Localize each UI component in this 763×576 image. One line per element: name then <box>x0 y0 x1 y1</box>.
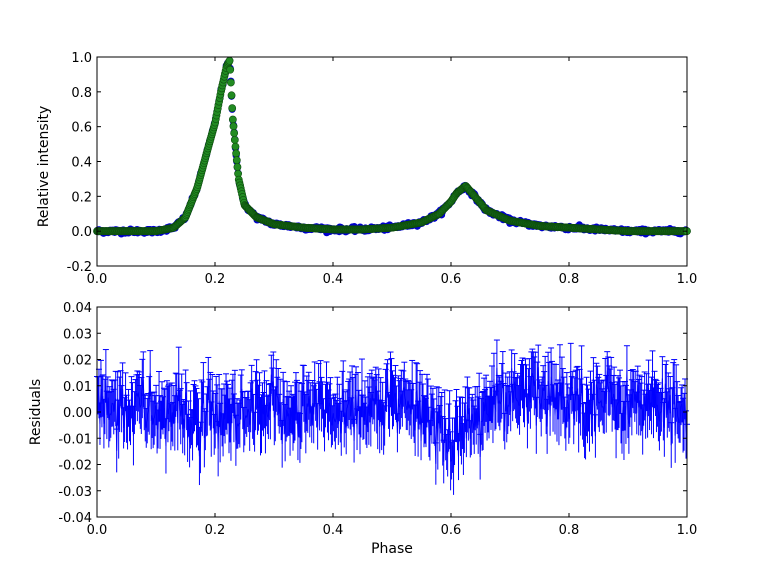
residuals-series <box>94 339 690 495</box>
intensity-series <box>93 56 691 238</box>
residuals-y-axis-label: Residuals <box>28 379 44 445</box>
residuals-x-tick-label: 0.6 <box>441 523 462 538</box>
model-point <box>226 65 235 74</box>
intensity-x-tick-label: 0.8 <box>559 272 580 287</box>
intensity-y-tick-label: 1.0 <box>71 51 92 66</box>
residuals-y-tick-label: 0.00 <box>63 406 92 421</box>
intensity-y-tick-label: 0.6 <box>71 121 92 136</box>
intensity-x-tick-label: 0.4 <box>323 272 344 287</box>
intensity-x-tick-label: 1.0 <box>677 272 698 287</box>
residuals-y-tick-label: 0.04 <box>63 301 92 316</box>
residuals-x-tick-label: 1.0 <box>677 523 698 538</box>
phase-x-axis-label: Phase <box>371 541 413 557</box>
model-point <box>225 56 234 65</box>
model-point <box>230 129 239 137</box>
model-point <box>226 78 235 87</box>
residuals-x-tick-label: 0.2 <box>205 523 226 538</box>
model-point <box>229 122 238 131</box>
model-point <box>232 149 241 158</box>
residuals-panel: 0.0 0.2 0.4 0.6 0.8 1.0 -0.04 -0.03 -0.02 -0.01 0.… <box>28 301 697 557</box>
intensity-y-tick-label: 0.2 <box>71 190 92 205</box>
model-point <box>227 91 236 100</box>
residuals-y-tick-label: 0.03 <box>63 327 92 342</box>
intensity-axes-frame <box>96 56 688 267</box>
intensity-x-tick-label: 0.2 <box>205 272 226 287</box>
residuals-line <box>96 367 688 468</box>
intensity-y-tick-label: 0.0 <box>71 225 92 240</box>
residuals-y-tick-label: 0.02 <box>63 354 92 369</box>
residuals-y-tick-label: -0.04 <box>58 511 92 526</box>
residuals-y-tick-label: -0.02 <box>58 459 92 474</box>
intensity-x-tick-label: 0.6 <box>441 272 462 287</box>
model-point <box>228 104 237 113</box>
residuals-y-tick-label: -0.01 <box>58 432 92 447</box>
intensity-y-axis-label: Relative intensity <box>36 106 52 228</box>
intensity-ticks: 0.0 0.2 0.4 0.6 0.8 1.0-0.20.00.20.40.60.81.0 <box>67 51 698 287</box>
model-point <box>233 163 242 171</box>
model-point <box>230 135 239 144</box>
residuals-x-tick-label: 0.8 <box>559 523 580 538</box>
model-point <box>228 115 237 124</box>
model-point <box>231 142 240 151</box>
intensity-y-tick-label: -0.2 <box>67 260 92 275</box>
residuals-y-tick-label: -0.03 <box>58 485 92 500</box>
intensity-y-tick-label: 0.8 <box>71 86 92 101</box>
residuals-x-tick-label: 0.0 <box>87 523 108 538</box>
residuals-ticks: 0.0 0.2 0.4 0.6 0.8 1.0 -0.04 -0.03 -0.02 -0.01 0.… <box>58 301 697 538</box>
intensity-panel: 0.0 0.2 0.4 0.6 0.8 1.0-0.20.00.20.40.60.81.0… <box>36 51 697 287</box>
model-point <box>232 156 241 165</box>
residuals-x-tick-label: 0.4 <box>323 523 344 538</box>
intensity-x-tick-label: 0.0 <box>87 272 108 287</box>
intensity-y-tick-label: 0.4 <box>71 156 92 171</box>
residuals-y-tick-label: 0.01 <box>63 380 92 395</box>
